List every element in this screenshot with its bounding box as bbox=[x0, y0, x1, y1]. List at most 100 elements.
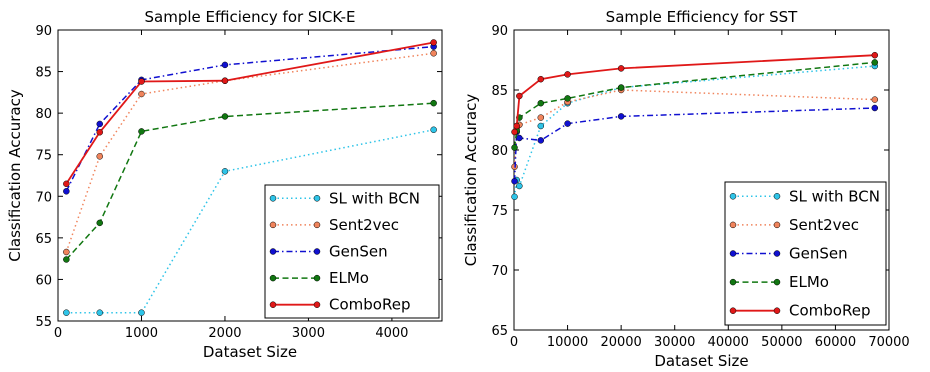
legend-marker bbox=[773, 250, 781, 257]
legend-marker bbox=[269, 221, 277, 229]
y-tick-label: 90 bbox=[491, 24, 508, 39]
data-point bbox=[617, 84, 625, 91]
data-point bbox=[96, 129, 103, 136]
legend-marker bbox=[729, 221, 737, 229]
legend-marker bbox=[269, 301, 277, 308]
legend-marker bbox=[773, 278, 781, 286]
legend-marker bbox=[773, 307, 781, 314]
y-tick-label: 70 bbox=[491, 264, 508, 279]
series-comborep bbox=[63, 39, 437, 188]
data-point bbox=[516, 134, 523, 142]
legend-marker bbox=[729, 307, 737, 314]
data-point bbox=[138, 90, 145, 98]
y-tick-label: 85 bbox=[35, 66, 52, 81]
y-tick-label: 80 bbox=[35, 107, 52, 122]
data-point bbox=[564, 71, 571, 78]
y-tick-label: 90 bbox=[35, 24, 52, 39]
x-tick-label: 30000 bbox=[654, 335, 695, 350]
x-tick-label: 50000 bbox=[761, 335, 802, 350]
data-point bbox=[221, 77, 229, 84]
x-axis-label: Dataset Size bbox=[654, 352, 748, 370]
legend-marker bbox=[773, 193, 781, 200]
series-line bbox=[65, 102, 434, 261]
y-tick-label: 55 bbox=[35, 315, 52, 330]
chart-sick-e: Sample Efficiency for SICK-E 0 1000 2000 300… bbox=[6, 8, 443, 361]
data-point bbox=[430, 50, 437, 57]
data-point bbox=[511, 193, 518, 201]
data-point bbox=[63, 256, 70, 263]
chart-title: Sample Efficiency for SICK-E bbox=[145, 8, 356, 26]
data-point bbox=[871, 51, 879, 59]
x-tick-label: 0 bbox=[54, 326, 62, 341]
legend-marker bbox=[313, 221, 321, 229]
data-point bbox=[96, 219, 103, 227]
y-tick-label: 70 bbox=[35, 190, 52, 205]
y-tick-label: 65 bbox=[35, 232, 52, 247]
legend: SL with BCN Sent2vec GenSen ELMo ComboRep bbox=[264, 184, 440, 319]
legend-marker bbox=[313, 301, 321, 308]
y-tick-label: 80 bbox=[491, 144, 508, 159]
legend-marker bbox=[773, 221, 781, 229]
data-point bbox=[430, 126, 437, 134]
x-tick-label: 70000 bbox=[868, 335, 909, 350]
legend-marker bbox=[729, 278, 737, 286]
legend-label: Sent2vec bbox=[789, 216, 859, 234]
legend-label: SL with BCN bbox=[329, 189, 420, 207]
data-point bbox=[516, 182, 523, 190]
data-point bbox=[430, 99, 437, 107]
legend-label: ComboRep bbox=[329, 296, 410, 314]
legend: SL with BCN Sent2vec GenSen ELMo ComboRep bbox=[724, 181, 887, 326]
x-tick-label: 60000 bbox=[815, 335, 856, 350]
legend-label: Sent2vec bbox=[329, 216, 399, 234]
data-point bbox=[63, 188, 70, 195]
legend-marker bbox=[729, 193, 737, 200]
data-point bbox=[537, 75, 545, 83]
data-point bbox=[564, 95, 571, 102]
y-tick-label: 75 bbox=[35, 149, 52, 164]
legend-label: SL with BCN bbox=[789, 187, 880, 205]
chart-sst: Sample Efficiency for SST 0 10000 20000 3000… bbox=[462, 8, 910, 370]
legend-marker bbox=[313, 274, 321, 282]
y-axis-label: Classification Accuracy bbox=[462, 94, 480, 267]
data-point bbox=[617, 113, 625, 120]
legend-marker bbox=[313, 248, 321, 255]
legend-marker bbox=[269, 248, 277, 255]
series-gensen bbox=[511, 104, 879, 185]
series-comborep bbox=[511, 51, 879, 136]
x-tick-label: 10000 bbox=[547, 335, 588, 350]
y-tick-label: 85 bbox=[491, 84, 508, 99]
data-point bbox=[871, 59, 879, 66]
x-tick-label: 40000 bbox=[708, 335, 749, 350]
legend-marker bbox=[313, 195, 321, 202]
data-point bbox=[513, 122, 520, 130]
legend-label: ELMo bbox=[789, 273, 829, 291]
data-point bbox=[96, 153, 103, 160]
data-point bbox=[138, 128, 145, 135]
x-tick-label: 2000 bbox=[208, 326, 241, 341]
legend-label: ELMo bbox=[329, 269, 369, 287]
data-point bbox=[537, 137, 545, 144]
series-elmo bbox=[63, 99, 437, 263]
data-point bbox=[63, 180, 70, 188]
data-point bbox=[511, 144, 518, 151]
data-point bbox=[511, 128, 518, 136]
data-point bbox=[537, 114, 545, 121]
data-point bbox=[871, 104, 879, 112]
data-point bbox=[221, 113, 229, 120]
series-sl-with-bcn bbox=[63, 126, 437, 316]
data-point bbox=[516, 92, 523, 100]
data-point bbox=[96, 120, 103, 128]
data-point bbox=[221, 168, 229, 175]
data-point bbox=[138, 78, 145, 85]
legend-box bbox=[264, 184, 440, 319]
data-point bbox=[511, 177, 518, 185]
x-tick-label: 20000 bbox=[600, 335, 641, 350]
data-point bbox=[537, 99, 545, 107]
legend-marker bbox=[269, 274, 277, 282]
x-axis-label: Dataset Size bbox=[203, 343, 297, 361]
data-point bbox=[138, 309, 145, 316]
data-point bbox=[617, 65, 625, 72]
x-tick-label: 1000 bbox=[125, 326, 158, 341]
x-tick-label: 0 bbox=[510, 335, 518, 350]
data-point bbox=[96, 309, 103, 316]
